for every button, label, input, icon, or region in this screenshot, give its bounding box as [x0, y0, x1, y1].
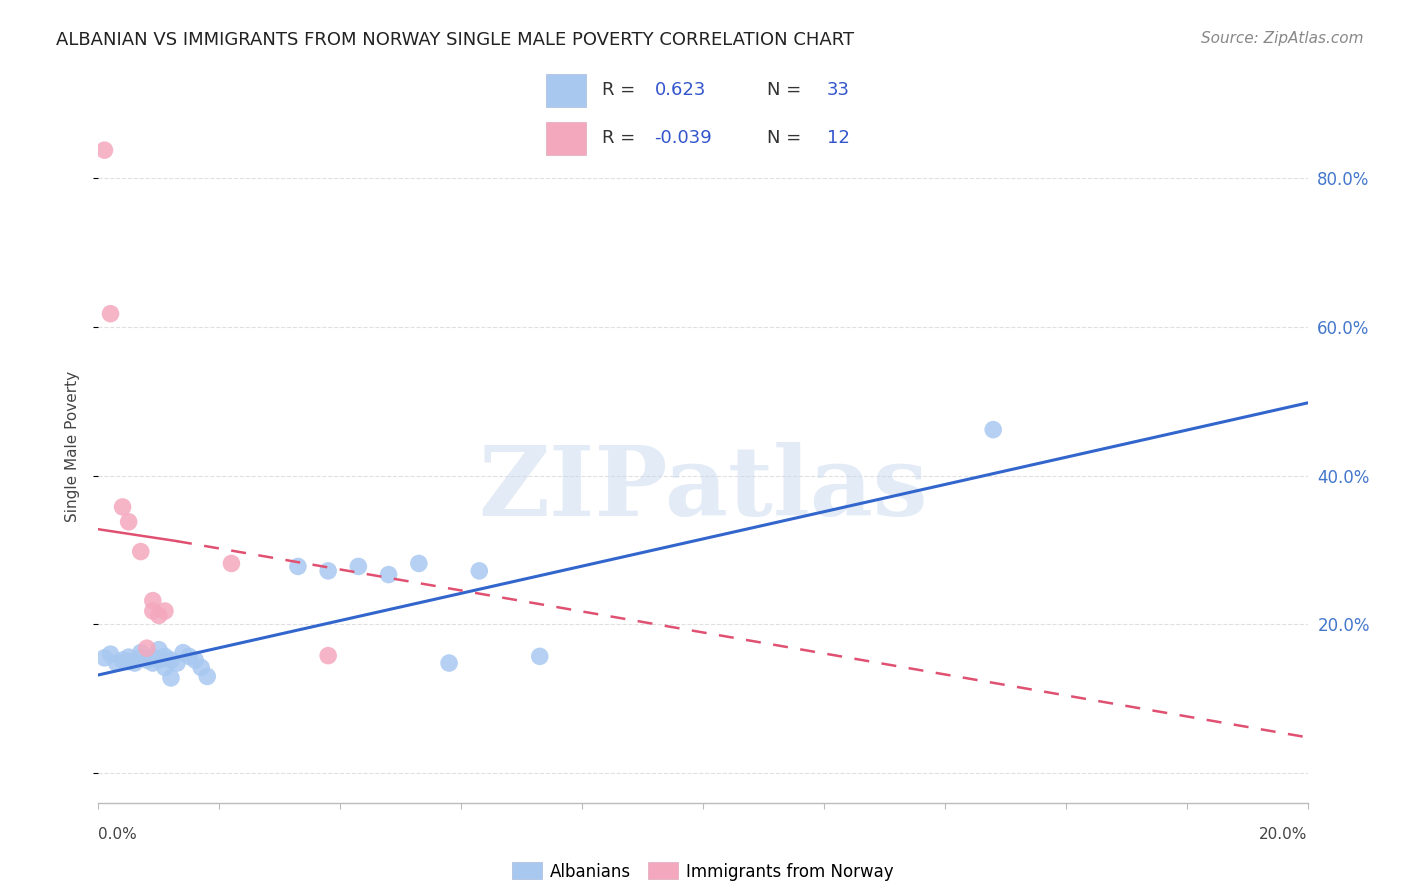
Point [172, 646, 194, 660]
Point [105, 656, 128, 670]
Text: 20.0%: 20.0% [1260, 827, 1308, 841]
Point [437, 656, 460, 670]
Legend: Albanians, Immigrants from Norway: Albanians, Immigrants from Norway [505, 855, 901, 888]
Text: Source: ZipAtlas.com: Source: ZipAtlas.com [1201, 31, 1364, 46]
Point [408, 557, 430, 571]
Text: 12: 12 [827, 129, 849, 147]
Point [148, 653, 170, 667]
Point [153, 660, 176, 674]
Point [118, 655, 141, 669]
Point [981, 423, 1004, 437]
Point [135, 653, 157, 667]
Point [142, 593, 165, 607]
Point [118, 515, 141, 529]
Point [160, 671, 183, 685]
Text: 0.0%: 0.0% [98, 827, 138, 841]
FancyBboxPatch shape [547, 122, 586, 155]
Point [118, 650, 141, 665]
Point [468, 564, 491, 578]
Point [148, 642, 170, 657]
Text: 33: 33 [827, 81, 849, 99]
Point [129, 651, 152, 665]
Text: R =: R = [602, 81, 641, 99]
Point [100, 307, 122, 321]
Text: ZIPatlas: ZIPatlas [478, 442, 928, 536]
Point [142, 650, 165, 665]
Point [184, 653, 207, 667]
Point [153, 649, 176, 664]
Point [142, 656, 165, 670]
Point [93, 143, 115, 157]
Text: N =: N = [766, 81, 807, 99]
Point [129, 544, 152, 558]
Point [195, 669, 218, 683]
Point [142, 604, 165, 618]
Text: -0.039: -0.039 [654, 129, 713, 147]
Point [153, 604, 176, 618]
Point [316, 648, 339, 663]
Point [166, 656, 188, 670]
FancyBboxPatch shape [547, 74, 586, 106]
Text: N =: N = [766, 129, 807, 147]
Point [148, 608, 170, 623]
Point [129, 646, 152, 660]
Text: R =: R = [602, 129, 641, 147]
Point [135, 641, 157, 656]
Point [179, 649, 201, 664]
Point [221, 557, 243, 571]
Text: ALBANIAN VS IMMIGRANTS FROM NORWAY SINGLE MALE POVERTY CORRELATION CHART: ALBANIAN VS IMMIGRANTS FROM NORWAY SINGL… [56, 31, 855, 49]
Point [287, 559, 309, 574]
Point [347, 559, 370, 574]
Point [111, 653, 134, 667]
Point [100, 647, 122, 661]
Point [190, 660, 212, 674]
Point [160, 653, 183, 667]
Point [111, 500, 134, 514]
Y-axis label: Single Male Poverty: Single Male Poverty [65, 370, 80, 522]
Point [93, 651, 115, 665]
Point [124, 656, 146, 670]
Point [529, 649, 551, 664]
Point [316, 564, 339, 578]
Point [377, 567, 399, 582]
Text: 0.623: 0.623 [654, 81, 706, 99]
